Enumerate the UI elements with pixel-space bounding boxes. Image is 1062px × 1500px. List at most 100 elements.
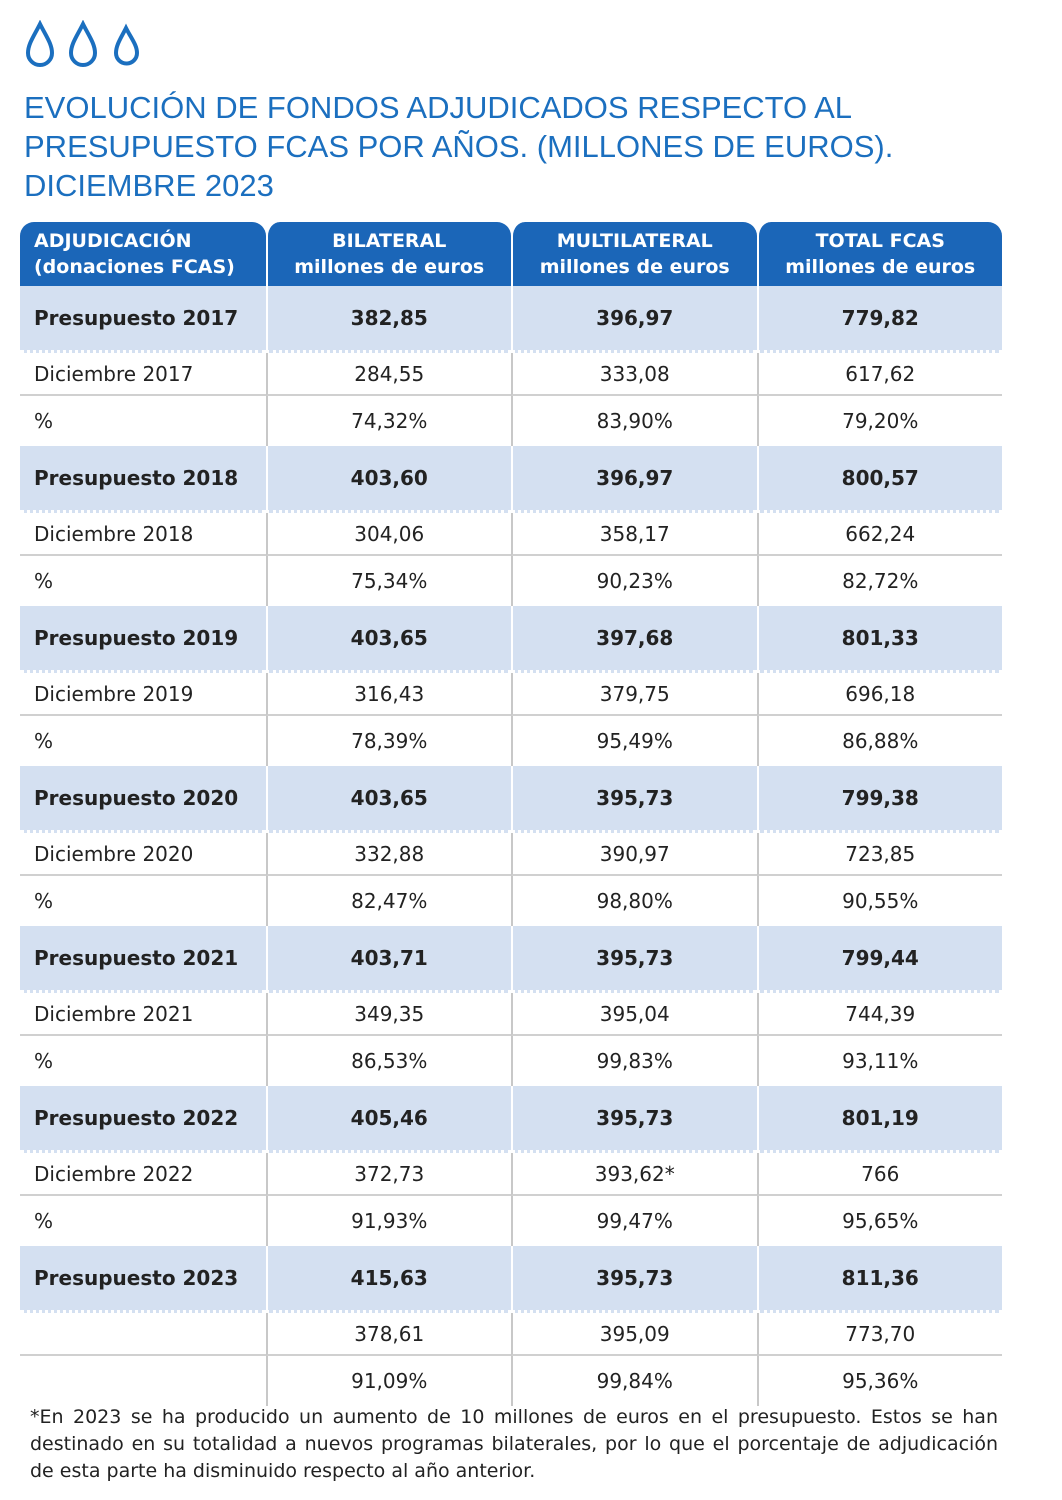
cell: Presupuesto 2020 bbox=[20, 766, 266, 833]
header-row: ADJUDICACIÓN (donaciones FCAS) BILATERAL mi… bbox=[20, 222, 1002, 286]
cell: 801,19 bbox=[756, 1086, 1002, 1153]
footnote: *En 2023 se ha producido un aumento de 1… bbox=[30, 1406, 998, 1482]
header-text: TOTAL FCAS bbox=[815, 230, 945, 252]
header-text: ADJUDICACIÓN bbox=[34, 230, 192, 252]
cell: 91,09% bbox=[265, 1356, 512, 1406]
budget-row: Presupuesto 2018 403,60 396,97 800,57 bbox=[20, 446, 1002, 513]
cell: 349,35 bbox=[265, 993, 511, 1036]
cell: 395,09 bbox=[511, 1313, 757, 1356]
budget-row: Presupuesto 2021 403,71 395,73 799,44 bbox=[20, 926, 1002, 993]
cell: 284,55 bbox=[265, 353, 511, 396]
cell: 95,49% bbox=[511, 716, 757, 766]
cell: 800,57 bbox=[756, 446, 1002, 513]
cell: Presupuesto 2021 bbox=[20, 926, 266, 993]
cell: 397,68 bbox=[511, 606, 757, 673]
cell: 395,73 bbox=[511, 926, 757, 993]
budget-row: Presupuesto 2023 415,63 395,73 811,36 bbox=[20, 1246, 1002, 1313]
header-text: millones de euros bbox=[785, 256, 976, 278]
cell: 75,34% bbox=[265, 556, 512, 606]
cell: 91,93% bbox=[265, 1196, 512, 1246]
cell: 99,84% bbox=[511, 1356, 757, 1406]
cell: 403,60 bbox=[265, 446, 511, 513]
cell: 304,06 bbox=[265, 513, 511, 556]
cell: 395,73 bbox=[511, 1246, 757, 1313]
cell: 379,75 bbox=[511, 673, 757, 716]
percent-row: % 91,93% 99,47% 95,65% bbox=[20, 1196, 1002, 1246]
title: EVOLUCIÓN DE FONDOS ADJUDICADOS RESPECTO… bbox=[24, 88, 893, 205]
cell: 723,85 bbox=[756, 833, 1002, 876]
cell: 403,71 bbox=[265, 926, 511, 993]
cell: 333,08 bbox=[511, 353, 757, 396]
percent-row: % 74,32% 83,90% 79,20% bbox=[20, 396, 1002, 446]
percent-row: % 78,39% 95,49% 86,88% bbox=[20, 716, 1002, 766]
cell: Presupuesto 2019 bbox=[20, 606, 266, 673]
december-row: Diciembre 2019 316,43 379,75 696,18 bbox=[20, 673, 1002, 716]
cell: Diciembre 2021 bbox=[20, 993, 266, 1036]
cell: 403,65 bbox=[265, 766, 511, 833]
cell: 99,47% bbox=[511, 1196, 757, 1246]
budget-row: Presupuesto 2020 403,65 395,73 799,38 bbox=[20, 766, 1002, 833]
cell bbox=[20, 1313, 266, 1356]
cell: % bbox=[34, 409, 54, 433]
cell: 316,43 bbox=[265, 673, 511, 716]
cell: 766 bbox=[756, 1153, 1002, 1196]
column-header: ADJUDICACIÓN (donaciones FCAS) bbox=[20, 222, 266, 286]
cell: 396,97 bbox=[511, 286, 757, 353]
cell: 99,83% bbox=[511, 1036, 757, 1086]
cell: 95,65% bbox=[756, 1196, 1003, 1246]
cell: % bbox=[34, 889, 54, 913]
december-row: Diciembre 2020 332,88 390,97 723,85 bbox=[20, 833, 1002, 876]
cell: Diciembre 2022 bbox=[20, 1153, 266, 1196]
cell: % bbox=[34, 729, 54, 753]
cell: 372,73 bbox=[265, 1153, 511, 1196]
cell: 90,55% bbox=[756, 876, 1003, 926]
header-text: millones de euros bbox=[294, 256, 485, 278]
cell: Diciembre 2020 bbox=[20, 833, 266, 876]
cell: Diciembre 2017 bbox=[20, 353, 266, 396]
cell: % bbox=[34, 1209, 54, 1233]
budget-row: Presupuesto 2017 382,85 396,97 779,82 bbox=[20, 286, 1002, 353]
cell: 744,39 bbox=[756, 993, 1002, 1036]
header-text: BILATERAL bbox=[332, 230, 447, 252]
column-header: BILATERAL millones de euros bbox=[265, 222, 511, 286]
cell: 79,20% bbox=[756, 396, 1003, 446]
cell: 378,61 bbox=[265, 1313, 511, 1356]
cell: 415,63 bbox=[265, 1246, 511, 1313]
title-line: EVOLUCIÓN DE FONDOS ADJUDICADOS RESPECTO… bbox=[24, 90, 852, 125]
cell: 390,97 bbox=[511, 833, 757, 876]
cell: 86,88% bbox=[756, 716, 1003, 766]
header-text: MULTILATERAL bbox=[556, 230, 713, 252]
cell: 811,36 bbox=[756, 1246, 1002, 1313]
percent-row: % 86,53% 99,83% 93,11% bbox=[20, 1036, 1002, 1086]
cell: 773,70 bbox=[756, 1313, 1002, 1356]
cell: 405,46 bbox=[265, 1086, 511, 1153]
cell: Presupuesto 2023 bbox=[20, 1246, 266, 1313]
header-text: (donaciones FCAS) bbox=[34, 256, 235, 278]
cell: 95,36% bbox=[756, 1356, 1003, 1406]
december-row: 378,61 395,09 773,70 bbox=[20, 1313, 1002, 1356]
title-line: PRESUPUESTO FCAS POR AÑOS. (MILLONES DE … bbox=[24, 129, 894, 164]
drops-icon bbox=[25, 20, 140, 67]
december-row: Diciembre 2018 304,06 358,17 662,24 bbox=[20, 513, 1002, 556]
december-row: Diciembre 2021 349,35 395,04 744,39 bbox=[20, 993, 1002, 1036]
cell: 696,18 bbox=[756, 673, 1002, 716]
cell: 93,11% bbox=[756, 1036, 1003, 1086]
cell: 98,80% bbox=[511, 876, 757, 926]
cell: 86,53% bbox=[265, 1036, 512, 1086]
title-line: DICIEMBRE 2023 bbox=[24, 168, 274, 203]
cell: 74,32% bbox=[265, 396, 512, 446]
cell bbox=[20, 1356, 266, 1406]
cell: Presupuesto 2018 bbox=[20, 446, 266, 513]
cell: 617,62 bbox=[756, 353, 1002, 396]
cell: 801,33 bbox=[756, 606, 1002, 673]
cell: % bbox=[34, 1049, 54, 1073]
cell: 82,47% bbox=[265, 876, 512, 926]
column-header: TOTAL FCAS millones de euros bbox=[756, 222, 1002, 286]
december-row: Diciembre 2022 372,73 393,62* 766 bbox=[20, 1153, 1002, 1196]
cell: 779,82 bbox=[756, 286, 1002, 353]
cell: 82,72% bbox=[756, 556, 1003, 606]
cell: 403,65 bbox=[265, 606, 511, 673]
cell: 358,17 bbox=[511, 513, 757, 556]
cell: 396,97 bbox=[511, 446, 757, 513]
